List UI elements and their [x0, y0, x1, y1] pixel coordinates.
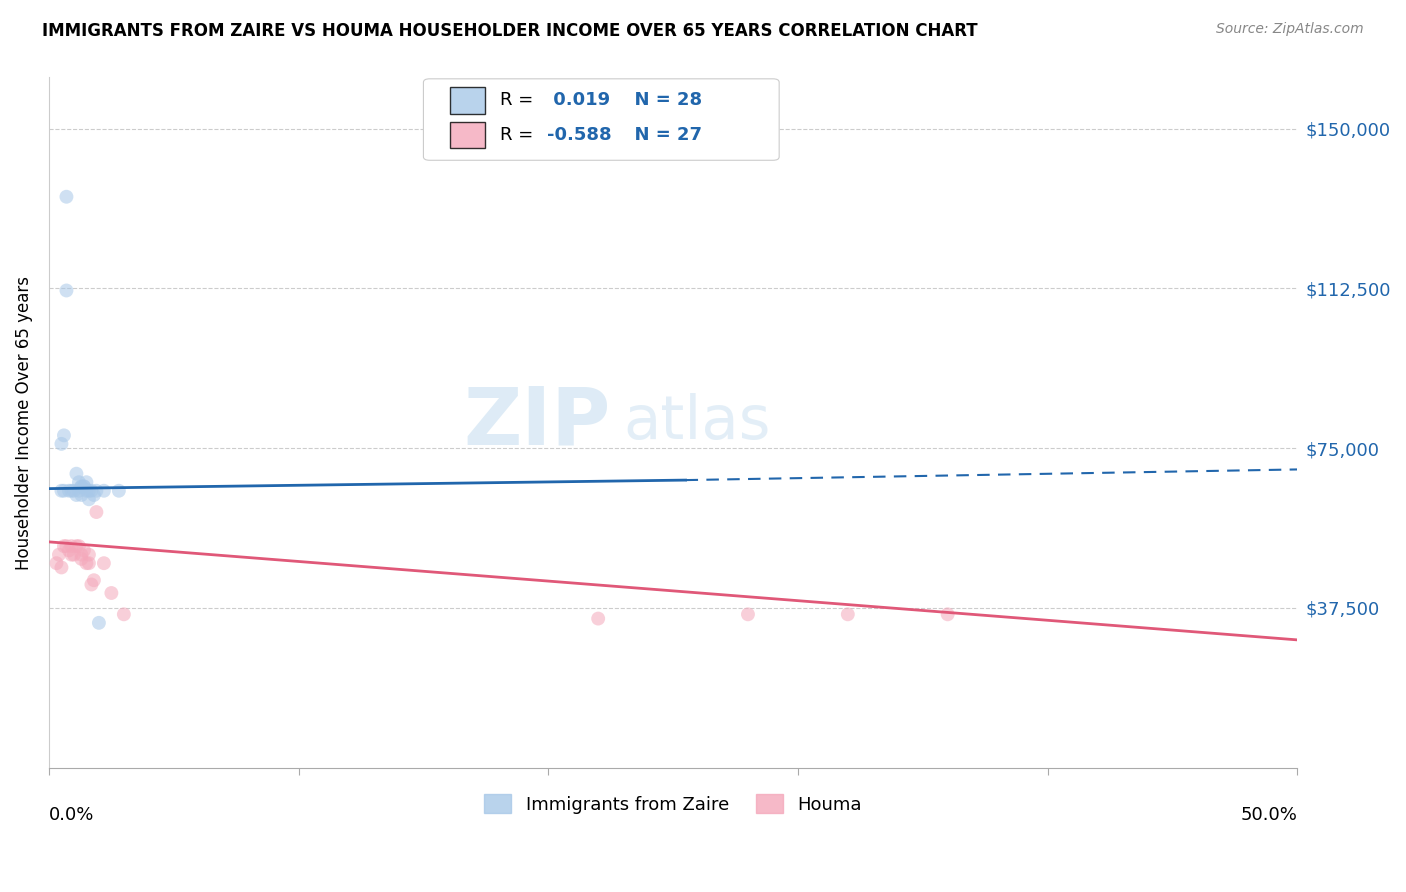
Point: [51, 483, 73, 498]
FancyBboxPatch shape: [450, 87, 485, 113]
Point: [93, 483, 115, 498]
Point: [67, 483, 90, 498]
Point: [55, 284, 77, 298]
Point: [52, 539, 75, 553]
Point: [60, 483, 83, 498]
Point: [51, 560, 73, 574]
Text: -0.588: -0.588: [547, 126, 612, 144]
Point: [86, 505, 108, 519]
Point: [80, 577, 103, 591]
Text: R =: R =: [499, 126, 538, 144]
Point: [80, 483, 103, 498]
Point: [75, 556, 97, 570]
Text: Source: ZipAtlas.com: Source: ZipAtlas.com: [1216, 22, 1364, 37]
Point: [586, 611, 609, 625]
Point: [70, 552, 93, 566]
Point: [77, 548, 100, 562]
Point: [60, 539, 83, 553]
Point: [52, 428, 75, 442]
Point: [83, 488, 105, 502]
Point: [77, 492, 100, 507]
Point: [70, 479, 93, 493]
Point: [45, 556, 67, 570]
Point: [60, 548, 83, 562]
Point: [93, 556, 115, 570]
Point: [936, 607, 959, 622]
Point: [73, 479, 96, 493]
Point: [48, 548, 70, 562]
Point: [63, 548, 86, 562]
Point: [73, 543, 96, 558]
Text: 0.019: 0.019: [547, 92, 610, 110]
Text: N = 27: N = 27: [621, 126, 702, 144]
Point: [77, 556, 100, 570]
Point: [87, 615, 110, 630]
Point: [55, 190, 77, 204]
Point: [75, 483, 97, 498]
Text: 0.0%: 0.0%: [49, 805, 94, 823]
Point: [63, 483, 86, 498]
Point: [55, 539, 77, 553]
Text: 50.0%: 50.0%: [1240, 805, 1298, 823]
Text: IMMIGRANTS FROM ZAIRE VS HOUMA HOUSEHOLDER INCOME OVER 65 YEARS CORRELATION CHAR: IMMIGRANTS FROM ZAIRE VS HOUMA HOUSEHOLD…: [42, 22, 977, 40]
Point: [65, 488, 87, 502]
Point: [67, 475, 90, 490]
Point: [100, 586, 122, 600]
FancyBboxPatch shape: [423, 78, 779, 161]
Text: ZIP: ZIP: [464, 384, 610, 461]
Point: [51, 437, 73, 451]
Legend: Immigrants from Zaire, Houma: Immigrants from Zaire, Houma: [477, 787, 869, 821]
Point: [73, 479, 96, 493]
Point: [737, 607, 759, 622]
Point: [70, 479, 93, 493]
Text: N = 28: N = 28: [621, 92, 702, 110]
Point: [837, 607, 859, 622]
Point: [112, 607, 135, 622]
Point: [58, 543, 80, 558]
Point: [70, 548, 93, 562]
Text: atlas: atlas: [623, 393, 770, 452]
Point: [86, 483, 108, 498]
Y-axis label: Householder Income Over 65 years: Householder Income Over 65 years: [15, 276, 32, 570]
Point: [70, 488, 93, 502]
FancyBboxPatch shape: [450, 121, 485, 148]
Point: [65, 539, 87, 553]
Text: R =: R =: [499, 92, 538, 110]
Point: [108, 483, 131, 498]
Point: [77, 483, 100, 498]
Point: [75, 475, 97, 490]
Point: [58, 483, 80, 498]
Point: [83, 573, 105, 587]
Point: [52, 483, 75, 498]
Point: [67, 539, 90, 553]
Point: [65, 467, 87, 481]
